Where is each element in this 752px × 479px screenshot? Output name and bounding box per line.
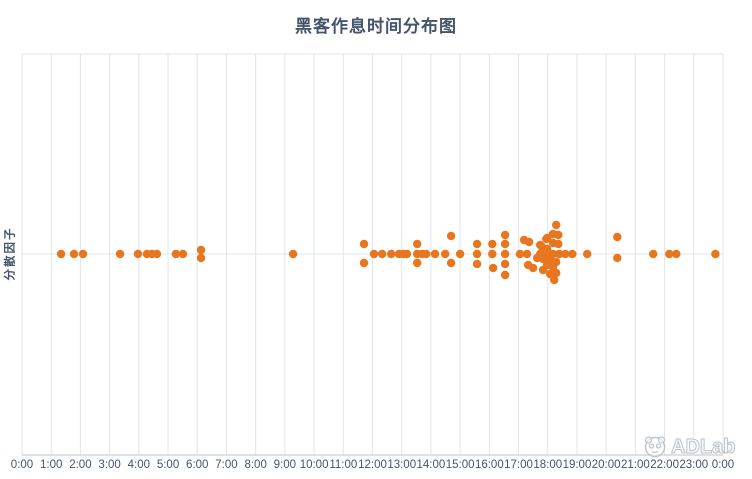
data-point [613,253,622,263]
data-point [359,239,369,249]
data-point [441,249,450,259]
x-axis-tick-labels: 0:00 1:00 2:00 3:00 4:00 5:00 6:00 7:00 8:00 9:00… [0,459,752,475]
data-point [377,249,387,259]
x-tick-label: 22:00 [650,459,679,471]
data-point [524,237,534,247]
x-tick-label: 20:00 [591,459,621,471]
x-tick-label: 9:00 [273,459,297,471]
data-point [69,249,79,259]
x-tick-label: 11:00 [329,459,358,471]
adlab-logo-icon [644,436,666,458]
data-point [528,263,538,273]
data-point [446,258,456,268]
data-point [455,249,465,259]
x-tick-label: 13:00 [387,459,417,471]
data-point [171,249,181,259]
adlab-logo-text: ADLab [671,436,735,458]
data-point [665,249,674,259]
data-point [56,249,66,259]
data-point [613,232,622,242]
data-point [515,249,525,259]
chart-title: 黑客作息时间分布图 [295,17,457,36]
data-point [152,249,162,259]
data-point [561,249,570,259]
data-point [178,249,188,259]
data-point [413,239,422,249]
data-point [488,263,498,273]
x-tick-label: 2:00 [69,459,92,471]
x-tick-label: 4:00 [127,459,151,471]
data-point [500,230,510,240]
x-tick-label: 7:00 [215,459,238,471]
x-tick-label: 0:00 [711,459,735,471]
data-point [552,220,561,230]
data-point [359,258,369,268]
data-point [583,249,592,259]
data-point [446,231,456,241]
data-point [472,239,482,249]
data-point [500,270,510,280]
x-tick-label: 17:00 [504,459,533,471]
data-point [422,249,431,259]
x-tick-label: 10:00 [299,459,329,471]
data-point [568,249,577,259]
data-point [115,249,125,259]
data-point [488,239,497,249]
data-point [554,230,563,240]
data-point [472,249,482,259]
x-tick-label: 5:00 [156,459,180,471]
data-point [196,253,206,263]
data-point [552,257,561,267]
data-point [672,249,681,259]
x-tick-label: 3:00 [98,459,121,471]
x-tick-label: 1:00 [40,459,63,471]
data-point [500,259,510,269]
data-point [387,249,396,259]
data-point [369,249,379,259]
data-point [133,249,143,259]
data-point [552,268,561,278]
data-point [196,245,206,255]
data-point [649,249,658,259]
x-tick-label: 0:00 [10,459,34,471]
x-tick-label: 23:00 [679,459,709,471]
data-point [554,239,563,249]
data-point [550,275,559,285]
adlab-watermark: ADLab [642,432,746,460]
data-point [413,258,422,268]
data-point [711,249,720,259]
data-point [500,239,510,249]
data-point [554,249,564,259]
data-point [288,249,298,259]
x-tick-label: 21:00 [620,459,650,471]
data-point [488,249,497,259]
data-point [78,249,88,259]
x-tick-label: 18:00 [533,459,563,471]
x-tick-label: 16:00 [474,459,504,471]
data-point [548,249,558,259]
data-point [402,249,412,259]
data-point [472,259,482,269]
x-tick-label: 19:00 [562,459,592,471]
x-tick-label: 8:00 [244,459,267,471]
x-tick-label: 6:00 [186,459,209,471]
data-point [522,249,532,259]
x-tick-label: 15:00 [445,459,475,471]
adlab-logo-text-svg: ADLab [671,436,736,459]
data-point [500,249,510,259]
data-point [430,249,440,259]
x-tick-label: 12:00 [358,459,387,471]
x-tick-label: 14:00 [416,459,446,471]
